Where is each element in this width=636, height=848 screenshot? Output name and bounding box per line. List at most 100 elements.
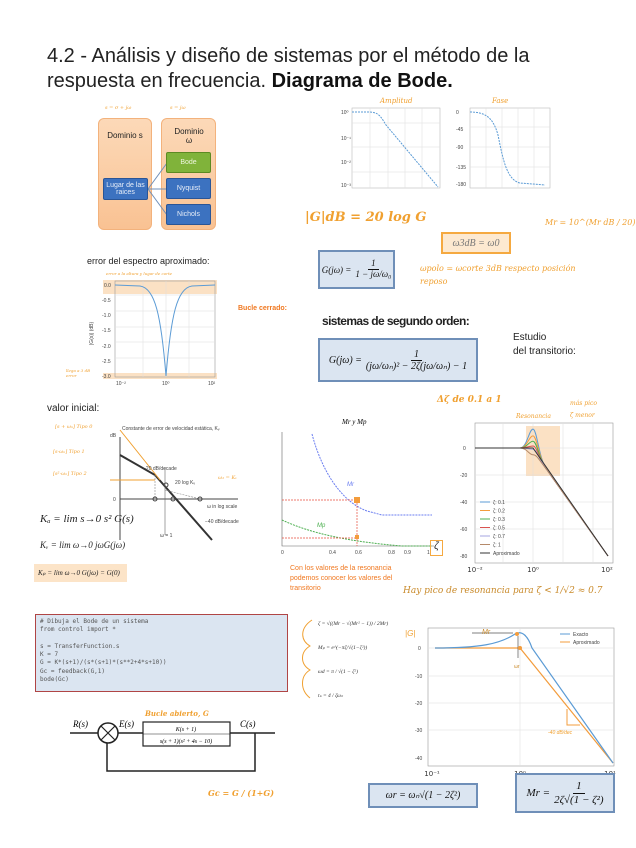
connector-lines <box>147 162 168 216</box>
formula-lhs: G(jω) = <box>328 354 362 366</box>
mr-label: Mr <box>347 482 355 488</box>
exact-curve <box>434 632 614 764</box>
amplitude-title: Amplitud <box>380 97 413 105</box>
fam-xtick: 10⁰ <box>527 566 539 574</box>
gdb-note: |G|dB = 20 log G <box>305 210 427 225</box>
error-curve <box>114 284 216 377</box>
phase-tick: -135 <box>456 165 466 171</box>
legend-label: Aproximado <box>493 551 520 557</box>
db-label: dB <box>110 433 117 439</box>
kp-formula: Kₚ = lim ω→0 G(jω) = G(0) <box>34 564 127 582</box>
fam-ytick: -80 <box>460 554 467 560</box>
code-block: # Dibuja el Bode de un sistema from contr… <box>35 614 288 692</box>
phase-plot: 0 -45 -90 -135 -180 <box>456 107 551 189</box>
delta-zeta-note: Δζ de 0.1 a 1 <box>437 395 502 405</box>
mp-formula: Mₚ = e^(−πζ/√(1−ζ²)) <box>318 645 368 651</box>
kv-formula: Kᵥ = lim ω→0 jωG(jω) <box>40 540 126 550</box>
fam-ytick: -60 <box>460 527 467 533</box>
domain-s: Dominio s <box>98 118 152 230</box>
w-note: s = jω <box>170 105 186 111</box>
fam-ytick: 0 <box>463 446 466 452</box>
formula-num: 1 <box>573 780 585 794</box>
mrmp-xtick: 0.8 <box>388 550 395 556</box>
error-title: error del espectro aproximado: <box>87 256 210 266</box>
res-note: más pico <box>570 400 597 407</box>
bucle-cerrado-label: Bucle cerrado: <box>238 305 288 312</box>
phase-title: Fase <box>492 97 509 105</box>
slope2: −40 dB/decade <box>205 519 239 525</box>
second-order-formula: G(jω) = 1 (jω/ωₙ)² − 2ζ(jω/ωₙ) − 1 <box>318 338 478 382</box>
wd-formula: ωd = π / √(1 − ζ²) <box>318 669 358 675</box>
zeta-curve <box>475 447 609 557</box>
mr-marker-label: Mr <box>482 629 491 636</box>
amp-tick: 10⁻¹ <box>341 136 351 142</box>
kd-formula: Kₐ = lim s→0 s² G(s) <box>40 513 134 525</box>
type-note: [s·ωₙ] Tipo 1 <box>53 449 85 455</box>
error-tick: 0.0 <box>104 283 111 289</box>
asymptote-plot: Constante de error de velocidad estática… <box>110 426 239 541</box>
mrmp-xtick: 0.4 <box>329 550 336 556</box>
phase-tick: -45 <box>456 127 463 133</box>
error-plot: 0.0 -0.5 -1.0 -1.5 -2.0 -2.5 -3.0 10⁻² 10… <box>89 280 217 387</box>
legend-label: ζ: 0.2 <box>493 509 505 515</box>
c-label: C(s) <box>240 719 256 729</box>
ex-xtick: 10⁻¹ <box>424 770 440 778</box>
code-line: K = 7 <box>40 651 59 659</box>
slope-note: -40 dB/dec <box>548 730 573 736</box>
legend-label: ζ: 0.7 <box>493 534 505 540</box>
plant-den: s(s + 1)(s² + 4s − 10) <box>160 738 212 745</box>
mr-formula: Mr = 1 2ζ√(1 − ζ²) <box>515 773 615 813</box>
code-line: Gc = feedback(G,1) <box>40 667 106 675</box>
legend-label: ζ: 0.3 <box>493 517 505 523</box>
s-note: s = σ + jω <box>105 105 132 111</box>
mrmp-title: Mr y Mp <box>341 418 367 426</box>
ex-ytick: 0 <box>418 646 421 652</box>
formula-den: 1 − jω/ω₀ <box>355 269 392 279</box>
k-label: 20 log Kᵥ <box>175 480 195 486</box>
exact-bode-plot: Mr ωr |G| -40 dB/dec Exacto Aproximado 0… <box>405 627 616 778</box>
e-label: E(s) <box>118 719 134 729</box>
transient-formulas: ζ = √((Mr − √(Mr² − 1)) / 2Mr) Mₚ = e^(−… <box>318 612 388 708</box>
error-tick: -3.0 <box>102 374 111 380</box>
error-note: error a la altura y lugar de corte <box>106 271 173 276</box>
hay-pico-note: Hay pico de resonancia para ζ < 1/√2 ≈ 0… <box>403 586 603 596</box>
slope1: −20 dB/decade <box>143 466 177 472</box>
code-line: G = K*(s+1)/(s*(s+1)*(s**2+4*s+10)) <box>40 659 167 667</box>
formula-num: 1 <box>410 349 422 361</box>
mp-label: Mp <box>317 523 326 529</box>
error-xtick: 10² <box>208 381 216 387</box>
legend-exacto: Exacto <box>573 632 589 638</box>
code-line: bode(Gc) <box>40 676 69 684</box>
resonance-note: Con los valores de la resonancia podemos… <box>290 565 393 592</box>
first-order-formula: G(jω) = 1 1 − jω/ω₀ <box>318 250 395 289</box>
amp-tick: 10⁻³ <box>341 183 351 189</box>
mr-curve <box>311 433 432 516</box>
mrmp-xtick: 1 <box>427 550 430 556</box>
amplitude-curve <box>352 111 439 188</box>
wpolo-note: ωpolo = ωcorte 3dB respecto posición rep… <box>420 264 576 286</box>
ex-ytick: -40 <box>415 756 422 762</box>
formula-lhs: Mr = <box>526 787 551 799</box>
resonancia-note: Resonancia <box>516 413 551 420</box>
root-locus-box: Lugar de las raices <box>103 178 148 200</box>
wr-marker-label: ωr <box>514 664 520 670</box>
wr-formula: ωr = ωₙ√(1 − 2ζ²) <box>368 783 478 808</box>
formula-num: 1 <box>368 258 379 270</box>
formula-lhs: G(jω) = <box>321 264 352 275</box>
error-low-note: llega a 3 dB error <box>66 368 91 378</box>
gc-note: Gc = G / (1+G) <box>208 788 274 798</box>
zeta-family-plot: 0 -20 -40 -60 -80 10⁻² 10⁰ 10² ζ: 0.1 ζ: 0.2 ζ: … <box>460 422 614 574</box>
fam-ytick: -40 <box>460 500 467 506</box>
bucle-abierto-note: Bucle abierto, G <box>145 709 209 718</box>
code-line: from control import * <box>40 626 116 634</box>
legend-aprox: Aproximado <box>573 640 600 646</box>
code-line <box>40 635 283 643</box>
second-order-heading: sistemas de segundo orden: <box>322 314 470 328</box>
legend-label: ζ: 0.1 <box>493 500 505 506</box>
type-note: [s + ωₙ] Tipo 0 <box>55 424 93 430</box>
amp-tick: 10⁰ <box>341 110 349 116</box>
zeta-curve <box>475 447 609 557</box>
error-tick: -0.5 <box>102 298 111 304</box>
amp-tick: 10⁻² <box>341 160 351 166</box>
fam-xtick: 10⁻² <box>467 566 483 574</box>
